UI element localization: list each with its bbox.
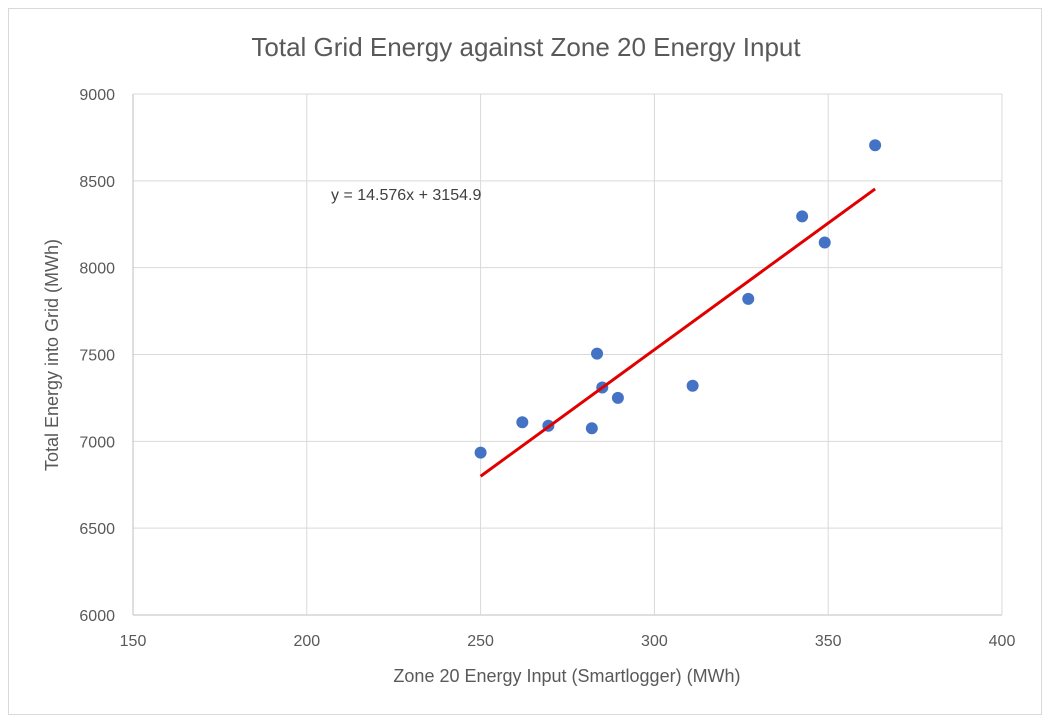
data-point (818, 236, 831, 249)
x-tick-label: 300 (641, 633, 668, 650)
x-tick-label: 200 (293, 633, 320, 650)
trendline (479, 187, 877, 478)
chart-frame (8, 8, 1042, 715)
tick-labels: 6000 6500 7000 7500 8000 8500 9000 150 200 250 300… (79, 87, 1015, 650)
x-axis-label: Zone 20 Energy Input (Smartlogger) (MWh) (393, 666, 740, 686)
y-axis-label: Total Energy into Grid (MWh) (42, 239, 62, 471)
data-points (474, 139, 882, 459)
data-point (796, 210, 809, 223)
data-point (686, 379, 699, 392)
data-point (516, 416, 529, 429)
x-tick-label: 150 (120, 633, 147, 650)
y-tick-label: 6500 (79, 521, 115, 538)
data-point (869, 139, 882, 152)
grid-layer (132, 93, 1003, 616)
x-tick-label: 350 (815, 633, 842, 650)
x-tick-label: 250 (467, 633, 494, 650)
data-point (585, 422, 598, 435)
trendline-equation: y = 14.576x + 3154.9 (331, 187, 481, 204)
y-tick-label: 9000 (79, 87, 115, 104)
y-tick-label: 8000 (79, 261, 115, 278)
data-point (591, 347, 604, 360)
chart-title: Total Grid Energy against Zone 20 Energy… (251, 32, 801, 62)
y-tick-label: 8500 (79, 174, 115, 191)
y-tick-label: 6000 (79, 608, 115, 625)
data-point (474, 446, 487, 459)
data-point (742, 292, 755, 305)
trendline-layer (479, 187, 877, 478)
data-point (611, 391, 624, 404)
x-tick-label: 400 (989, 633, 1016, 650)
y-tick-label: 7000 (79, 434, 115, 451)
y-tick-label: 7500 (79, 348, 115, 365)
